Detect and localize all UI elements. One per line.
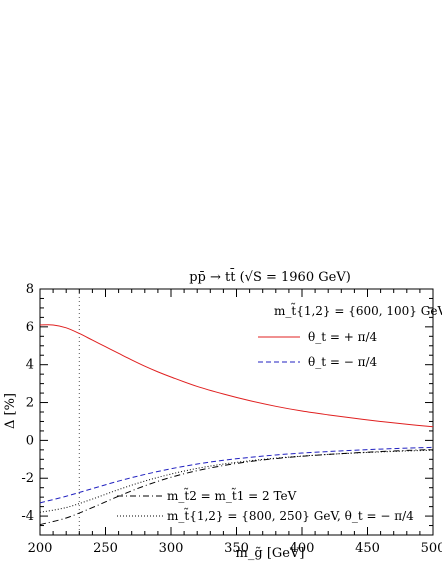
legend-label-4: m_t̃{1,2} = {800, 250} GeV, θ_t = − π/4: [167, 507, 414, 523]
legend-label-3: m_t̃2 = m_t̃1 = 2 TeV: [167, 487, 297, 503]
y-tick-label: -4: [21, 509, 34, 524]
x-tick-label: 450: [355, 541, 380, 556]
series-line-2: [39, 446, 434, 504]
y-axis-label: Δ [%]: [3, 393, 18, 429]
series-line-1: [39, 324, 434, 428]
y-tick-label: 0: [26, 433, 34, 448]
x-tick-label: 250: [93, 541, 118, 556]
x-tick-label: 400: [290, 541, 315, 556]
x-tick-label: 200: [28, 541, 53, 556]
x-tick-label: 350: [224, 541, 249, 556]
y-tick-label: 2: [26, 396, 34, 411]
y-tick-label: 4: [26, 358, 34, 373]
series-group: [39, 324, 434, 526]
legend-header: m_t̃{1,2} = {600, 100} GeV: [274, 302, 442, 318]
y-tick-label: 8: [26, 282, 34, 297]
chart-title: pp̄ → tt̄ (√S = 1960 GeV): [189, 268, 351, 285]
x-axis-label: m_g̃ [GeV]: [236, 546, 305, 561]
legend-label-2: θ_t = − π/4: [308, 355, 378, 369]
legend: m_t̃{1,2} = {600, 100} GeV θ_t = + π/4 θ_t…: [117, 302, 442, 523]
x-tick-label: 500: [421, 541, 442, 556]
ticks: 200 250 300 350 400 450 500 -4 -2 0 2 4 6 8: [21, 282, 442, 556]
legend-label-1: θ_t = + π/4: [308, 330, 378, 344]
x-tick-label: 300: [159, 541, 184, 556]
y-tick-label: -2: [21, 471, 34, 486]
series-line-3: [39, 448, 434, 526]
y-tick-label: 6: [26, 320, 34, 335]
